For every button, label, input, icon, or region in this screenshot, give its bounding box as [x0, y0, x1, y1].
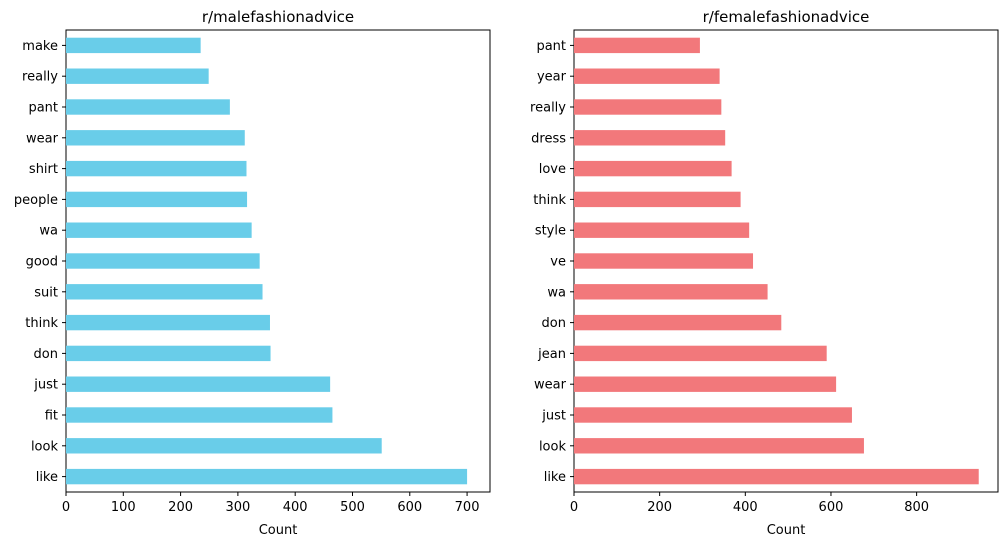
- left-y-tick-label-fit: fit: [45, 409, 58, 424]
- left-bar-think: [66, 314, 270, 331]
- left-bar-just: [66, 376, 331, 392]
- left-y-tick-label-really: really: [22, 70, 58, 85]
- right-y-tick-label-look: look: [539, 439, 567, 454]
- right-bar-look: [574, 438, 864, 454]
- left-bar-good: [66, 253, 260, 269]
- right-bar-love: [574, 160, 732, 177]
- right-y-tick-label-really: really: [530, 101, 566, 116]
- left-x-tick-label-300: 300: [225, 500, 250, 515]
- right-y-tick-labels: pant year really dress love think style ve wa don…: [530, 39, 574, 485]
- right-x-tick-label-0: 0: [570, 500, 578, 515]
- left-bar-like: [66, 468, 468, 485]
- right-x-tick-label-800: 800: [904, 500, 929, 515]
- left-y-tick-label-good: good: [26, 255, 58, 270]
- left-x-tick-label-500: 500: [340, 500, 365, 515]
- left-x-axis-label: Count: [259, 523, 298, 538]
- left-y-tick-label-shirt: shirt: [29, 162, 58, 177]
- left-bar-people: [66, 191, 248, 208]
- left-bar-don: [66, 345, 271, 362]
- left-y-tick-label-like: like: [36, 470, 58, 485]
- left-chart-title: r/malefashionadvice: [202, 8, 354, 26]
- right-y-tick-label-ve: ve: [550, 255, 566, 270]
- left-x-tick-labels: 0 100 200 300 400 500 600 700: [62, 492, 480, 515]
- left-bar-suit: [66, 284, 263, 300]
- left-bar-make: [66, 37, 201, 54]
- left-x-tick-label-600: 600: [397, 500, 422, 515]
- right-chart: r/femalefashionadvice Count pant year real…: [530, 8, 999, 538]
- right-bars: [574, 37, 979, 485]
- right-bar-just: [574, 407, 852, 423]
- right-bar-dress: [574, 130, 726, 146]
- right-bar-ve: [574, 253, 754, 269]
- left-chart: r/malefashionadvice Count make really pant…: [14, 8, 491, 538]
- right-x-tick-labels: 0 200 400 600 800: [570, 492, 929, 515]
- right-x-tick-label-600: 600: [819, 500, 844, 515]
- right-y-tick-label-dress: dress: [531, 131, 566, 146]
- left-y-tick-label-just: just: [33, 378, 58, 393]
- right-bar-pant: [574, 37, 700, 54]
- left-x-tick-label-200: 200: [168, 500, 193, 515]
- left-bars: [66, 37, 468, 485]
- left-x-tick-label-400: 400: [283, 500, 308, 515]
- right-x-axis-label: Count: [767, 523, 806, 538]
- right-y-tick-label-wear: wear: [534, 378, 567, 393]
- left-bar-pant: [66, 99, 230, 115]
- right-y-tick-label-style: style: [535, 224, 566, 239]
- right-y-tick-label-love: love: [539, 162, 566, 177]
- right-x-tick-label-400: 400: [733, 500, 758, 515]
- left-y-tick-label-don: don: [34, 347, 58, 362]
- right-bar-don: [574, 314, 782, 331]
- left-y-tick-label-wa: wa: [39, 224, 58, 239]
- left-bar-look: [66, 438, 382, 454]
- right-chart-title: r/femalefashionadvice: [703, 8, 870, 26]
- right-bar-style: [574, 222, 750, 238]
- right-y-tick-label-jean: jean: [537, 347, 566, 362]
- left-bar-shirt: [66, 160, 247, 177]
- right-y-tick-label-don: don: [542, 316, 566, 331]
- right-bar-think: [574, 191, 741, 208]
- right-y-tick-label-like: like: [544, 470, 566, 485]
- left-x-tick-label-0: 0: [62, 500, 70, 515]
- right-bar-really: [574, 99, 722, 115]
- left-y-tick-label-suit: suit: [34, 285, 58, 300]
- right-bar-year: [574, 68, 720, 84]
- left-bar-fit: [66, 407, 333, 423]
- left-bar-really: [66, 68, 209, 84]
- right-bar-wa: [574, 284, 768, 300]
- right-y-tick-label-think: think: [533, 193, 566, 208]
- right-x-tick-label-200: 200: [647, 500, 672, 515]
- right-y-tick-label-just: just: [541, 409, 566, 424]
- right-bar-jean: [574, 345, 827, 362]
- right-bar-wear: [574, 376, 837, 392]
- right-y-tick-label-pant: pant: [536, 39, 566, 54]
- left-y-tick-label-make: make: [22, 39, 58, 54]
- right-y-tick-label-wa: wa: [547, 285, 566, 300]
- left-bar-wa: [66, 222, 252, 238]
- left-y-tick-labels: make really pant wear shirt people wa good suit t…: [14, 39, 66, 485]
- left-y-tick-label-people: people: [14, 193, 58, 208]
- left-y-tick-label-look: look: [31, 439, 59, 454]
- right-bar-like: [574, 468, 979, 485]
- left-x-tick-label-700: 700: [455, 500, 480, 515]
- left-y-tick-label-pant: pant: [28, 101, 58, 116]
- left-bar-wear: [66, 130, 245, 146]
- left-y-tick-label-think: think: [25, 316, 58, 331]
- left-y-tick-label-wear: wear: [26, 131, 59, 146]
- right-y-tick-label-year: year: [537, 70, 567, 85]
- left-x-tick-label-100: 100: [111, 500, 136, 515]
